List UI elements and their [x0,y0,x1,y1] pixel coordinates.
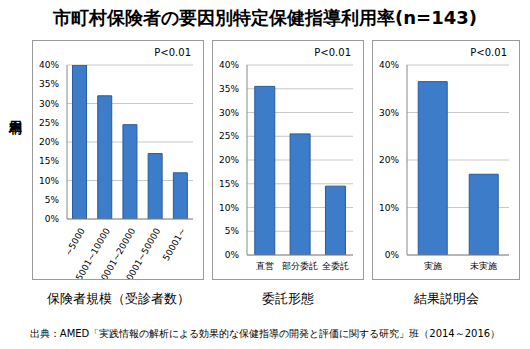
svg-text:25%: 25% [39,118,59,128]
svg-text:35%: 35% [39,79,59,89]
svg-text:0%: 0% [385,250,400,260]
svg-text:15%: 15% [39,156,59,166]
svg-text:未実施: 未実施 [470,261,497,271]
svg-text:20001~50000: 20001~50000 [121,226,162,279]
svg-text:30%: 30% [379,108,399,118]
html-text:市町村保険者の要因別特定保健指導利用率(n=143): 市町村保険者の要因別特定保健指導利用率(n=143) [53,7,477,28]
svg-text:15%: 15% [219,179,239,189]
svg-text:40%: 40% [39,60,59,70]
svg-text:5%: 5% [225,226,240,236]
svg-text:実施: 実施 [424,261,442,271]
html-text:保険者規模（受診者数）: 保険者規模（受診者数） [46,291,190,306]
svg-text:40%: 40% [219,60,239,70]
html-text:P<0.01: P<0.01 [314,47,351,58]
svg-text:25%: 25% [219,131,239,141]
svg-text:0%: 0% [225,250,240,260]
html-text:P<0.01: P<0.01 [154,47,191,58]
svg-text:20%: 20% [219,155,239,165]
svg-text:5%: 5% [45,195,60,205]
svg-text:0%: 0% [45,214,60,224]
svg-text:40%: 40% [379,60,399,70]
svg-text:50001~: 50001~ [161,226,188,262]
svg-text:35%: 35% [219,84,239,94]
svg-text:10%: 10% [379,203,399,213]
svg-text:30%: 30% [219,108,239,118]
html-text:委託形態: 委託形態 [262,291,314,306]
svg-text:部分委託: 部分委託 [282,261,318,271]
svg-text:直営: 直営 [256,261,274,271]
svg-text:20%: 20% [379,155,399,165]
svg-text:10%: 10% [219,203,239,213]
html-text:結果説明会: 結果説明会 [413,291,479,306]
html-text:出典：AMED「実践情報の解析による効果的な保健指導の開発と: 出典：AMED「実践情報の解析による効果的な保健指導の開発と評価に関する研究」班… [29,328,501,339]
html-text:P<0.01: P<0.01 [470,47,507,58]
svg-text:~5000: ~5000 [63,226,87,258]
svg-text:10%: 10% [39,176,59,186]
svg-text:全委託: 全委託 [322,261,349,271]
svg-text:20%: 20% [39,137,59,147]
svg-text:30%: 30% [39,99,59,109]
